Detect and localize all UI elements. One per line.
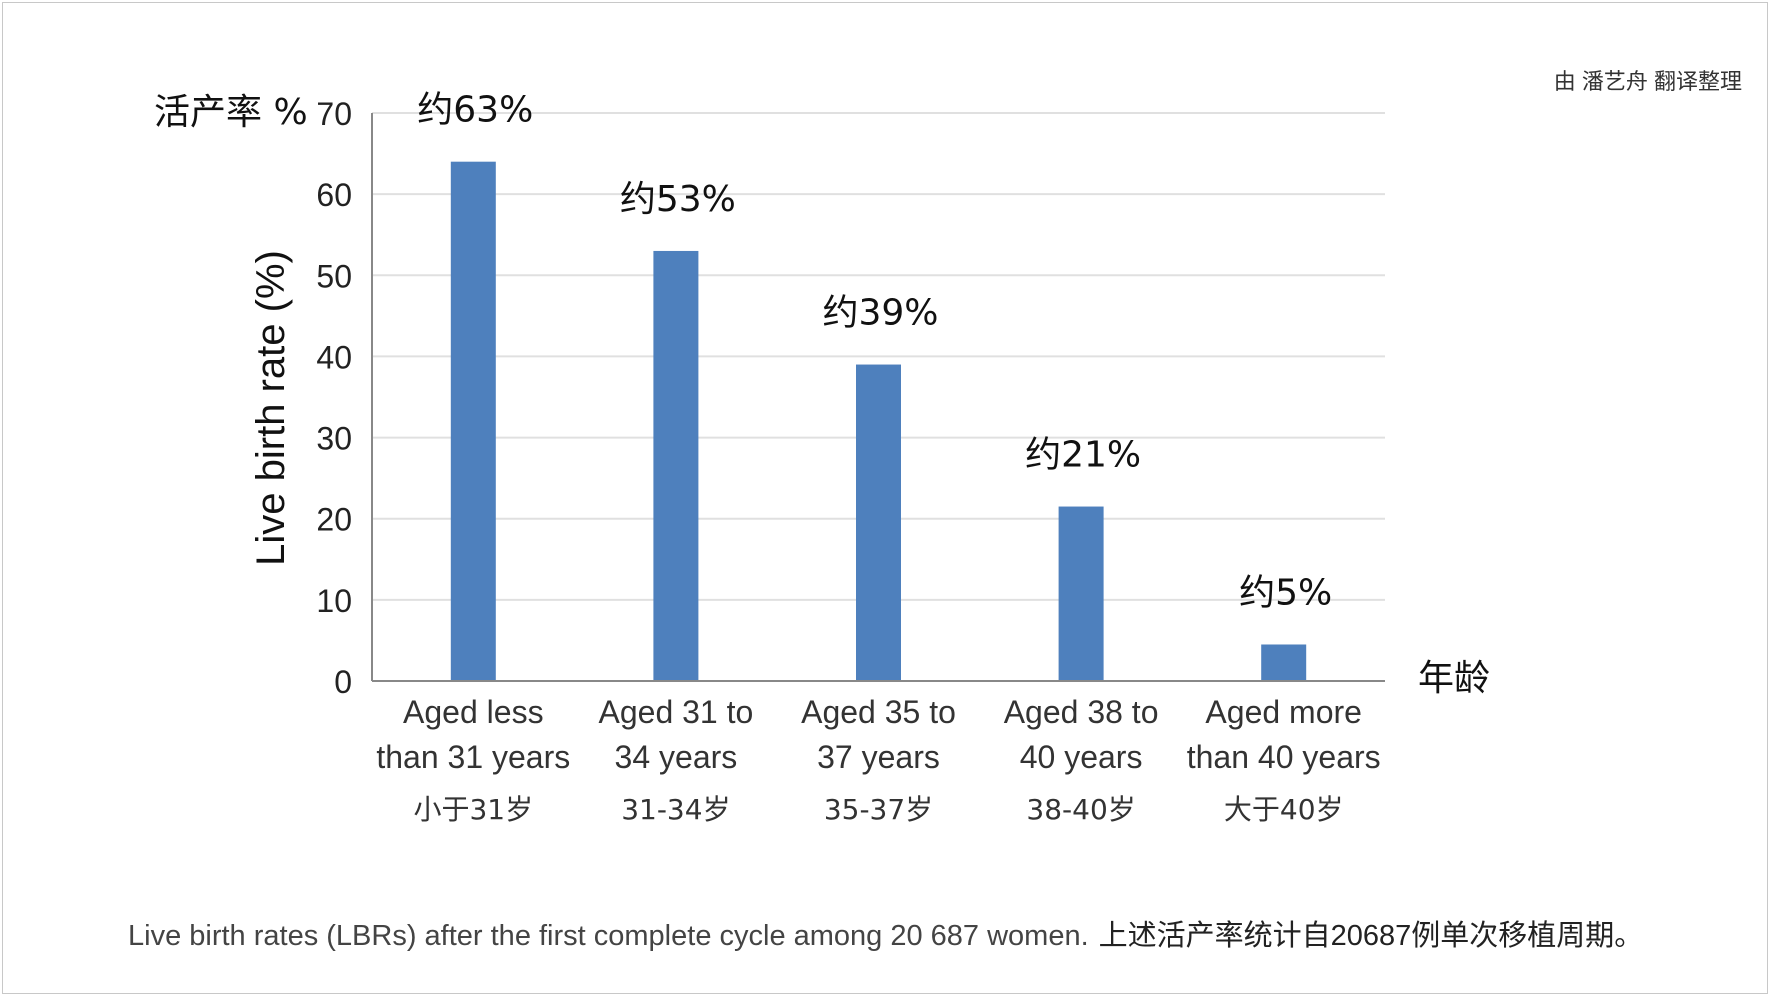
y-tick-label: 70 [316,96,352,132]
y-tick-label: 30 [316,421,352,457]
y-tick-label: 40 [316,339,352,375]
bar [1261,644,1307,681]
x-tick-label-zh: 38-40岁 [1026,793,1135,826]
translator-credit: 由 潘艺舟 翻译整理 [1553,69,1742,94]
data-label: 约53% [620,179,736,220]
y-tick-labels: 0 10 20 30 40 50 60 70 [316,96,352,700]
x-tick-label-zh: 小于31岁 [413,793,533,826]
bar [1058,506,1104,681]
data-label: 约5% [1239,572,1332,613]
bar [653,250,699,681]
y-tick-label: 0 [334,664,352,700]
y-tick-label: 10 [316,583,352,619]
x-tick-label: 34 years [615,739,738,775]
x-tick-label: Aged 38 to [1004,694,1159,730]
data-label: 约63% [417,90,533,131]
x-tick-label-zh: 大于40岁 [1224,793,1344,826]
x-tick-label: 40 years [1020,739,1143,775]
x-tick-label: 37 years [817,739,940,775]
caption-chinese: 上述活产率统计自20687例单次移植周期。 [1098,920,1644,952]
data-label: 约39% [822,293,938,334]
x-tick-label: than 40 years [1187,739,1381,775]
x-tick-label: than 31 years [376,739,570,775]
gridlines [372,112,1385,601]
x-tick-labels: Aged less than 31 years 小于31岁 Aged 31 to 34 … [376,694,1380,826]
y-tick-label: 50 [316,258,352,294]
x-axis-label-zh: 年龄 [1418,658,1490,699]
figure-caption: Live birth rates (LBRs) after the first … [128,912,1643,954]
bar [856,364,901,681]
data-labels: 约63% 约53% 约39% 约21% 约5% [417,90,1332,614]
x-tick-label-zh: 35-37岁 [824,793,933,826]
bar [450,161,496,681]
x-tick-label: Aged less [403,694,544,730]
x-tick-label: Aged more [1205,694,1362,730]
data-label: 约21% [1025,435,1141,476]
y-axis-label: Live birth rate (%) [249,250,293,566]
x-tick-label-zh: 31-34岁 [621,793,730,826]
x-tick-label: Aged 35 to [801,694,956,730]
y-tick-label: 60 [316,177,352,213]
bars [450,161,1307,681]
x-tick-label: Aged 31 to [599,694,754,730]
y-axis-label-zh: 活产率 % [154,92,308,133]
y-tick-label: 20 [316,502,352,538]
caption-english: Live birth rates (LBRs) after the first … [128,920,1089,952]
